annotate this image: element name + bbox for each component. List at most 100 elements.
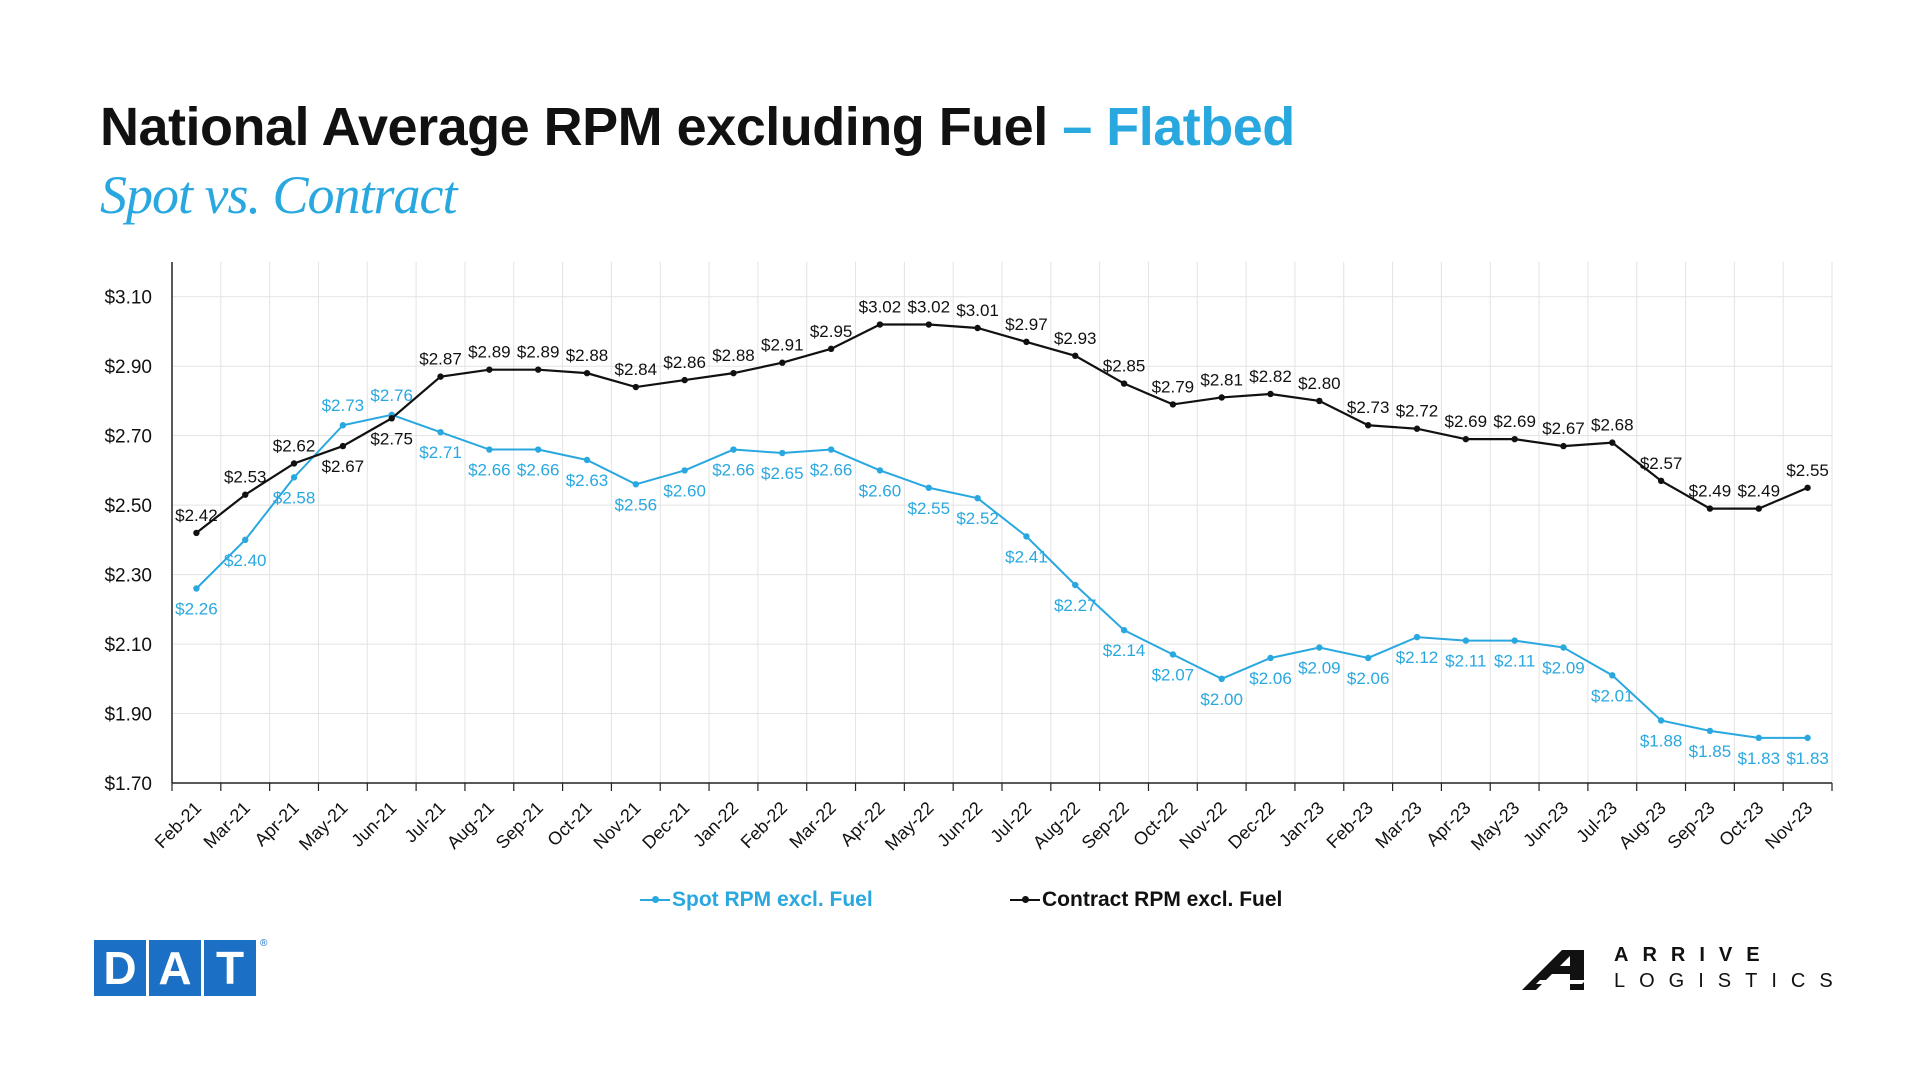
contract-data-label: $2.69: [1445, 412, 1488, 431]
x-tick-label: Jul-22: [986, 798, 1035, 847]
spot-data-label: $2.27: [1054, 596, 1097, 615]
spot-data-label: $1.88: [1640, 731, 1683, 750]
contract-data-point: [876, 321, 884, 328]
spot-data-label: $1.83: [1786, 749, 1829, 768]
x-tick-label: Feb-22: [737, 798, 791, 852]
spot-data-point: [974, 494, 981, 502]
chart-legend: Spot RPM excl. Fuel Contract RPM excl. F…: [0, 888, 1920, 928]
contract-data-label: $2.53: [224, 468, 267, 487]
legend-item-contract: Contract RPM excl. Fuel: [1010, 888, 1282, 912]
spot-data-point: [534, 446, 542, 453]
x-tick-label: Oct-23: [1715, 798, 1767, 850]
contract-data-point: [1804, 484, 1811, 491]
spot-data-point: [876, 467, 884, 474]
contract-data-point: [1120, 380, 1128, 387]
x-tick-label: Mar-23: [1371, 798, 1425, 852]
spot-data-point: [1023, 533, 1030, 540]
x-tick-label: May-23: [1467, 798, 1524, 855]
contract-data-point: [1706, 505, 1714, 512]
arrive-logo-text: ARRIVE LOGISTICS: [1614, 942, 1847, 994]
spot-data-label: $2.55: [907, 499, 950, 518]
spot-data-point: [1804, 734, 1811, 742]
contract-data-label: $2.73: [1347, 398, 1390, 417]
contract-data-label: $2.80: [1298, 374, 1341, 393]
x-tick-label: Jun-22: [933, 798, 986, 851]
spot-data-label: $2.07: [1152, 665, 1195, 684]
chart-title: National Average RPM excluding Fuel – Fl…: [100, 96, 1295, 158]
x-tick-label: Dec-22: [1224, 798, 1279, 853]
contract-data-point: [437, 373, 444, 380]
y-tick-label: $1.70: [104, 774, 152, 795]
spot-data-label: $2.76: [370, 386, 413, 405]
y-tick-label: $2.10: [104, 635, 152, 656]
spot-data-point: [1072, 581, 1079, 589]
contract-data-label: $2.55: [1786, 461, 1829, 480]
contract-data-label: $2.67: [322, 457, 365, 476]
chart-title-accent: – Flatbed: [1047, 97, 1295, 157]
spot-data-point: [632, 481, 640, 488]
x-tick-label: Aug-21: [443, 798, 498, 853]
spot-data-point: [1462, 637, 1470, 644]
title-block: National Average RPM excluding Fuel – Fl…: [100, 96, 1295, 226]
contract-data-label: $2.82: [1249, 367, 1292, 386]
spot-data-label: $2.09: [1298, 659, 1341, 678]
spot-data-point: [1657, 717, 1665, 724]
spot-data-label: $2.52: [956, 509, 999, 528]
contract-data-label: $2.49: [1737, 482, 1780, 501]
spot-data-label: $2.01: [1591, 686, 1634, 705]
dat-registered-mark: ®: [260, 938, 268, 949]
contract-data-label: $2.84: [615, 360, 658, 379]
spot-data-point: [1609, 672, 1616, 679]
spot-data-point: [1560, 644, 1567, 651]
contract-data-label: $2.75: [370, 429, 413, 448]
x-tick-label: Nov-21: [589, 798, 644, 853]
spot-data-point: [1755, 734, 1762, 742]
spot-data-label: $2.40: [224, 551, 267, 570]
spot-data-label: $2.14: [1103, 641, 1146, 660]
spot-data-label: $2.06: [1347, 669, 1390, 688]
spot-data-label: $2.26: [175, 599, 218, 618]
spot-data-point: [779, 449, 786, 457]
x-tick-label: Aug-23: [1615, 798, 1670, 853]
legend-label-spot: Spot RPM excl. Fuel: [672, 888, 873, 911]
spot-data-point: [681, 467, 688, 474]
y-tick-label: $2.30: [104, 566, 152, 587]
contract-data-point: [1511, 435, 1518, 443]
contract-data-point: [827, 345, 835, 353]
spot-data-point: [1706, 727, 1714, 735]
contract-data-point: [1169, 401, 1177, 408]
contract-data-label: $2.91: [761, 336, 804, 355]
x-tick-label: Mar-21: [200, 798, 254, 852]
contract-data-label: $2.79: [1152, 377, 1195, 396]
contract-data-point: [681, 376, 688, 384]
legend-label-contract: Contract RPM excl. Fuel: [1042, 888, 1283, 911]
contract-data-label: $2.81: [1200, 370, 1243, 389]
contract-data-label: $2.95: [810, 322, 853, 341]
contract-data-point: [242, 491, 249, 498]
x-tick-label: Jun-21: [347, 798, 400, 851]
arrive-logistics-logo: ARRIVE LOGISTICS: [1522, 942, 1847, 994]
contract-data-label: $2.62: [273, 436, 316, 455]
contract-data-point: [339, 442, 347, 450]
legend-item-spot: Spot RPM excl. Fuel: [640, 888, 873, 912]
spot-data-point: [193, 585, 200, 592]
contract-data-point: [1218, 394, 1225, 401]
dat-logo-letter-t: T: [204, 940, 256, 996]
x-tick-label: Sep-21: [492, 798, 547, 853]
contract-data-point: [1316, 397, 1323, 405]
contract-data-point: [779, 359, 786, 366]
contract-data-label: $2.97: [1005, 315, 1048, 334]
x-tick-label: Apr-23: [1422, 798, 1474, 850]
x-tick-label: May-22: [881, 798, 938, 855]
contract-data-point: [1462, 435, 1470, 443]
contract-data-point: [583, 369, 591, 377]
spot-data-point: [583, 456, 591, 464]
spot-data-point: [1267, 654, 1274, 662]
contract-data-label: $3.02: [859, 298, 902, 317]
spot-data-point: [1316, 644, 1323, 651]
chart-subtitle: Spot vs. Contract: [100, 165, 457, 225]
contract-data-label: $3.02: [907, 298, 950, 317]
contract-data-label: $2.57: [1640, 454, 1683, 473]
spot-data-label: $2.60: [859, 481, 902, 500]
